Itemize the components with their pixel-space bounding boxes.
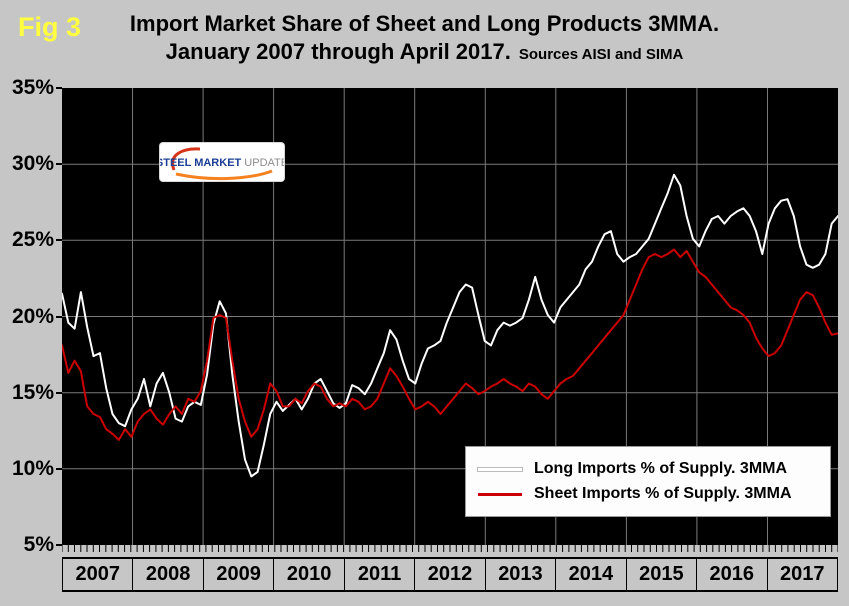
series-line-long xyxy=(62,173,838,478)
y-axis-label: 20% xyxy=(11,304,54,328)
legend-label-sheet: Sheet Imports % of Supply. 3MMA xyxy=(534,485,792,502)
y-axis-tick xyxy=(56,467,62,470)
x-axis-month-ticks xyxy=(62,545,838,552)
y-axis-tick xyxy=(56,315,62,318)
svg-text:STEEL MARKET UPDATE: STEEL MARKET UPDATE xyxy=(160,157,284,169)
y-axis-tick xyxy=(56,87,62,89)
year-label: 2015 xyxy=(625,559,696,590)
year-label: 2016 xyxy=(696,559,766,590)
year-label: 2013 xyxy=(484,559,555,590)
chart-title-daterange: January 2007 through April 2017. xyxy=(165,39,511,64)
y-axis-label: 35% xyxy=(11,76,54,99)
chart-header: Import Market Share of Sheet and Long Pr… xyxy=(0,10,849,69)
year-label: 2008 xyxy=(132,559,202,590)
series-line-sheet xyxy=(62,248,838,441)
year-label: 2017 xyxy=(766,559,837,590)
year-label: 2014 xyxy=(555,559,625,590)
chart-title-line1: Import Market Share of Sheet and Long Pr… xyxy=(129,11,720,36)
legend-swatch-long-line xyxy=(478,467,522,471)
year-label: 2010 xyxy=(273,559,343,590)
y-axis-tick xyxy=(56,163,62,166)
legend-label-long: Long Imports % of Supply. 3MMA xyxy=(534,460,788,477)
y-axis-label: 15% xyxy=(11,380,54,404)
y-axis-label: 30% xyxy=(11,152,54,176)
y-axis-label: 10% xyxy=(11,456,54,480)
y-axis-tick xyxy=(56,544,62,546)
year-label: 2009 xyxy=(202,559,273,590)
y-axis-tick xyxy=(56,391,62,394)
y-axis-labels: 35% 30% 25% 20% 15% 10% 5% xyxy=(0,76,54,556)
chart-title-line2: January 2007 through April 2017. Sources … xyxy=(0,38,849,69)
legend-swatch-sheet-line xyxy=(478,492,522,496)
y-axis-label: 5% xyxy=(23,533,54,556)
steel-market-update-logo: STEEL MARKET UPDATE xyxy=(156,143,288,181)
chart-legend: Long Imports % of Supply. 3MMA Sheet Imp… xyxy=(465,446,831,517)
y-axis-label: 25% xyxy=(11,228,54,252)
steel-market-update-logo-graphic: STEEL MARKET UPDATE xyxy=(156,147,288,181)
y-axis-tick xyxy=(56,239,62,242)
legend-item-sheet: Sheet Imports % of Supply. 3MMA xyxy=(478,485,818,503)
year-label: 2007 xyxy=(75,563,120,585)
year-label: 2011 xyxy=(343,559,414,590)
legend-item-long: Long Imports % of Supply. 3MMA xyxy=(478,460,818,478)
x-axis-year-band: 2007 2008 2009 2010 2011 2012 2013 2014 2015 2016… xyxy=(62,557,838,592)
figure-number-label: Fig 3 xyxy=(18,12,82,42)
year-label: 2012 xyxy=(414,559,484,590)
chart-source-note: Sources AISI and SIMA xyxy=(518,46,684,63)
chart-plot-area: STEEL MARKET UPDATE Long Imports % of Su… xyxy=(62,88,838,545)
y-axis-ticks xyxy=(56,87,62,546)
